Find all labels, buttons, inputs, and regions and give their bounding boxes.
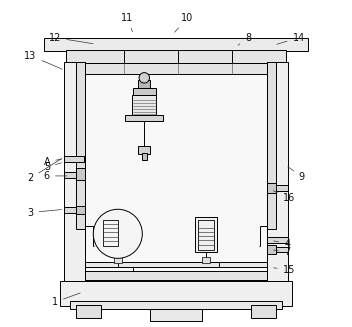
Bar	[70, 301, 282, 309]
Text: 9: 9	[288, 167, 305, 181]
Bar	[85, 63, 267, 74]
Bar	[64, 172, 84, 178]
Bar	[60, 281, 292, 306]
Bar	[267, 185, 288, 191]
Text: 16: 16	[274, 191, 295, 203]
Bar	[76, 62, 85, 229]
Bar	[267, 247, 288, 252]
Bar	[64, 156, 84, 162]
Bar	[138, 146, 151, 154]
Text: A: A	[44, 157, 62, 167]
Bar	[125, 115, 163, 121]
Bar	[85, 271, 267, 280]
Bar	[267, 62, 276, 229]
Bar	[44, 38, 308, 51]
Bar	[138, 80, 150, 88]
Text: 1: 1	[52, 293, 80, 307]
Bar	[76, 206, 85, 214]
Text: 12: 12	[49, 33, 93, 44]
Bar	[114, 257, 122, 263]
Text: 5: 5	[44, 162, 62, 172]
Bar	[64, 207, 84, 213]
Bar	[267, 237, 288, 243]
Text: 11: 11	[121, 13, 133, 32]
Circle shape	[93, 209, 142, 258]
Bar	[251, 305, 276, 318]
Bar	[85, 262, 267, 267]
Text: 2: 2	[27, 159, 62, 183]
Bar	[267, 183, 276, 193]
Bar	[195, 217, 217, 252]
Bar	[142, 153, 147, 160]
Text: 3: 3	[27, 208, 61, 217]
Bar	[103, 220, 118, 246]
Text: 4: 4	[274, 239, 290, 249]
Text: 10: 10	[175, 13, 194, 32]
Bar	[85, 63, 267, 280]
Bar	[132, 95, 156, 115]
Bar	[202, 257, 210, 263]
Text: 15: 15	[274, 265, 295, 275]
Bar	[133, 88, 156, 95]
Text: 13: 13	[24, 51, 62, 69]
Bar	[267, 245, 276, 254]
Bar	[267, 62, 288, 281]
Bar	[67, 50, 285, 63]
Bar	[150, 309, 202, 321]
Text: 14: 14	[277, 33, 305, 44]
Text: 7: 7	[274, 248, 290, 257]
Bar	[76, 305, 101, 318]
Bar	[76, 168, 85, 180]
Bar	[198, 220, 214, 250]
Text: 8: 8	[238, 33, 251, 45]
Text: 6: 6	[44, 171, 67, 181]
Circle shape	[139, 73, 150, 83]
Bar	[64, 62, 85, 281]
